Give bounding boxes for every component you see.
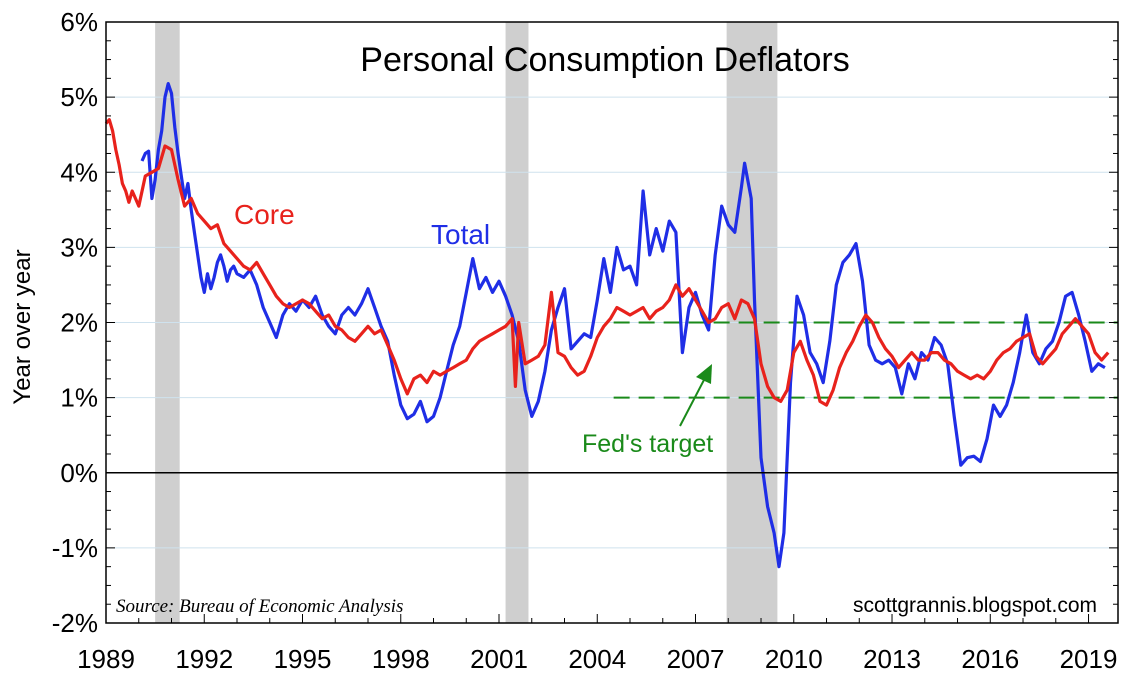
y-tick-label: -1% xyxy=(52,533,98,563)
y-tick-label: 6% xyxy=(60,7,98,37)
x-tick-label: 2013 xyxy=(863,644,921,674)
y-axis-label: Year over year xyxy=(9,249,36,404)
y-tick-label: -2% xyxy=(52,608,98,638)
y-tick-label: 3% xyxy=(60,232,98,262)
x-tick-label: 2001 xyxy=(470,644,528,674)
source-note: Source: Bureau of Economic Analysis xyxy=(116,596,403,617)
y-tick-label: 1% xyxy=(60,383,98,413)
y-tick-label: 0% xyxy=(60,458,98,488)
x-tick-label: 2010 xyxy=(765,644,823,674)
x-tick-label: 1998 xyxy=(372,644,430,674)
series-label-core: Core xyxy=(234,199,295,230)
x-tick-label: 2016 xyxy=(961,644,1019,674)
series-lines xyxy=(104,82,1110,569)
x-tick-label: 1995 xyxy=(274,644,332,674)
series-total-line xyxy=(140,82,1106,569)
series-core-line xyxy=(104,118,1110,407)
x-tick-label: 2007 xyxy=(667,644,725,674)
blog-credit: scottgrannis.blogspot.com xyxy=(853,594,1097,617)
y-tick-label: 4% xyxy=(60,157,98,187)
tick-labels: 6% 5% 4% 3% 2% 1% 0% -1% -2% 1989 1992 1995 1998 2001… xyxy=(52,7,1118,674)
y-tick-label: 5% xyxy=(60,82,98,112)
x-tick-label: 2019 xyxy=(1060,644,1118,674)
x-tick-label: 1989 xyxy=(77,644,135,674)
chart-title: Personal Consumption Deflators xyxy=(360,41,849,79)
axes xyxy=(105,21,1119,624)
fed-target-label: Fed's target xyxy=(582,430,713,458)
x-tick-label: 2004 xyxy=(568,644,626,674)
x-tick-label: 1992 xyxy=(175,644,233,674)
series-label-total: Total xyxy=(431,219,490,250)
y-tick-label: 2% xyxy=(60,308,98,338)
fed-target-arrow xyxy=(679,364,712,427)
